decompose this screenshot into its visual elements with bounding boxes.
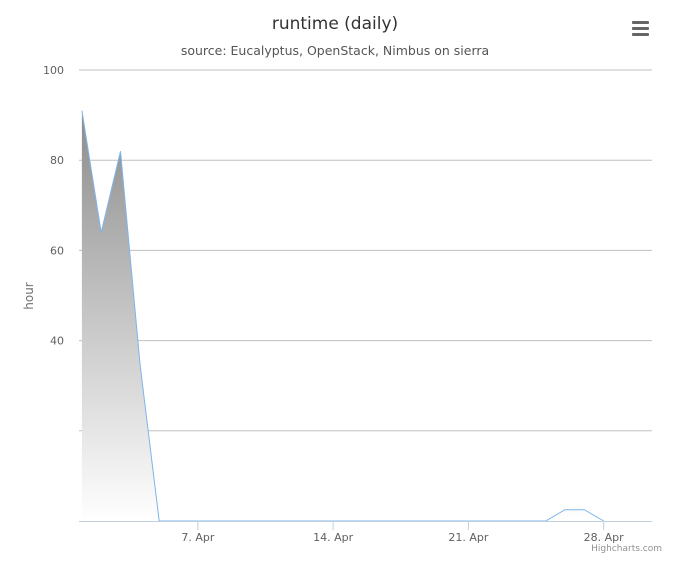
series-area-fill xyxy=(81,110,604,521)
menu-bar xyxy=(632,21,649,24)
x-tick-label: 21. Apr xyxy=(448,531,488,544)
series-line xyxy=(81,110,604,522)
menu-bar xyxy=(632,27,649,30)
x-tick-label: 28. Apr xyxy=(584,531,624,544)
x-tick-label: 14. Apr xyxy=(313,531,353,544)
hamburger-menu-icon[interactable] xyxy=(628,18,652,40)
y-tick-label: 80 xyxy=(50,154,64,167)
credits-link[interactable]: Highcharts.com xyxy=(591,544,662,554)
y-tick-label: 40 xyxy=(50,335,64,348)
x-tick-label: 7. Apr xyxy=(181,531,214,544)
y-tick-label: 100 xyxy=(43,64,64,77)
chart-title: runtime (daily) xyxy=(271,14,399,34)
y-axis-title: hour xyxy=(22,282,36,310)
chart-subtitle: source: Eucalyptus, OpenStack, Nimbus on… xyxy=(180,43,490,58)
y-tick-label: 60 xyxy=(50,244,64,257)
menu-bar xyxy=(632,33,649,36)
